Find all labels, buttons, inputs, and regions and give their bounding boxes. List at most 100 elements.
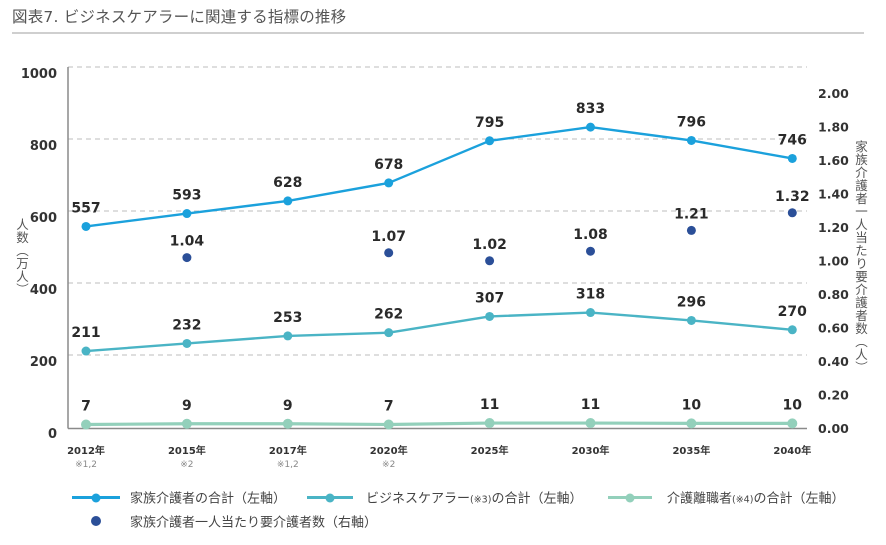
data-point — [485, 311, 495, 321]
data-point — [787, 153, 797, 163]
x-axis-tick-label: 2040年 — [773, 444, 811, 457]
data-label: 318 — [576, 287, 605, 303]
series-line-2 — [85, 421, 793, 427]
data-point — [384, 178, 394, 188]
legend-dot-icon — [625, 493, 635, 502]
data-point — [181, 418, 192, 429]
data-label: 795 — [475, 115, 504, 131]
data-point — [585, 418, 596, 429]
series-line-1 — [85, 311, 793, 353]
data-label: 7 — [384, 398, 394, 414]
right-axis-tick-label: 1.20 — [818, 220, 849, 235]
title-divider — [12, 32, 864, 34]
data-label: 11 — [581, 397, 600, 413]
left-axis-tick-label: 600 — [30, 211, 57, 226]
left-axis-tick-label: 800 — [30, 139, 57, 154]
data-point — [182, 338, 192, 348]
data-point — [586, 246, 595, 256]
data-point — [686, 135, 696, 145]
x-axis-tick-label: 2035年 — [672, 444, 710, 457]
data-point — [282, 418, 293, 429]
data-point — [686, 418, 697, 429]
data-label: 628 — [273, 175, 302, 191]
legend-label-text: 介護離職者 — [667, 491, 733, 507]
legend-label-note: (※3) — [470, 494, 492, 506]
data-label: 232 — [172, 317, 201, 333]
data-point — [283, 196, 293, 206]
data-label: 211 — [71, 325, 100, 341]
data-label: 307 — [475, 290, 504, 306]
data-label: 1.02 — [472, 237, 507, 253]
data-label: 833 — [576, 101, 605, 117]
legend-label-text: 家族介護者一人当たり要介護者数（右軸） — [130, 515, 378, 531]
legend-label-text: ビジネスケアラー — [366, 491, 471, 507]
right-axis-tick-label: 2.00 — [818, 86, 849, 101]
left-axis-title: 人数（万人） — [14, 218, 29, 296]
data-point — [81, 346, 91, 356]
x-axis-tick-note: ※2 — [180, 460, 193, 470]
data-point — [383, 419, 394, 430]
left-axis-tick-label: 400 — [30, 283, 57, 298]
data-label: 296 — [677, 294, 706, 310]
data-point — [283, 331, 293, 341]
data-label: 1.08 — [573, 227, 608, 243]
x-axis-tick-label: 2015年 — [168, 444, 206, 457]
data-point — [81, 419, 91, 430]
data-label: 678 — [374, 157, 403, 173]
data-label: 1.21 — [674, 206, 709, 222]
legend-label: ビジネスケアラー(※3)の合計（左軸） — [366, 488, 582, 507]
data-label: 746 — [778, 132, 807, 148]
data-point — [686, 225, 696, 235]
right-axis-title: 家族介護者一人当たり要介護者数（人） — [853, 140, 868, 374]
data-label: 1.32 — [775, 189, 810, 205]
legend-label: 介護離職者(※4)の合計（左軸） — [667, 488, 844, 507]
legend-label-text: の合計（左軸） — [491, 491, 583, 507]
legend-dot-icon — [91, 516, 101, 526]
data-point — [686, 315, 696, 325]
legend-label: 家族介護者の合計（左軸） — [130, 488, 286, 507]
legend-dot-icon — [91, 493, 101, 502]
right-axis-tick-label: 0.40 — [818, 354, 849, 369]
data-point — [787, 418, 798, 429]
right-axis-tick-label: 1.60 — [818, 153, 849, 168]
x-axis-tick-note: ※1,2 — [75, 460, 97, 470]
data-label: 11 — [480, 397, 499, 413]
right-axis-tick-label: 0.80 — [818, 287, 849, 302]
left-axis-tick-label: 0 — [48, 427, 57, 442]
data-point — [384, 328, 394, 338]
data-label: 557 — [71, 200, 100, 216]
data-label: 9 — [182, 398, 192, 414]
data-label: 10 — [682, 397, 702, 413]
data-point — [586, 122, 595, 132]
left-axis-tick-label: 200 — [30, 355, 57, 370]
data-label: 10 — [783, 397, 803, 413]
data-point — [484, 418, 495, 429]
data-label: 1.04 — [170, 234, 205, 250]
x-axis-tick-label: 2025年 — [471, 444, 509, 457]
data-point — [182, 209, 192, 219]
x-axis-tick-label: 2012年 — [67, 444, 105, 457]
right-axis-tick-label: 1.80 — [818, 120, 849, 135]
legend-line-marker — [608, 493, 652, 502]
x-axis-tick-label: 2030年 — [572, 444, 610, 457]
data-point — [787, 208, 797, 218]
legend-label: 家族介護者一人当たり要介護者数（右軸） — [130, 512, 377, 531]
series-line-0 — [85, 125, 793, 228]
x-axis-tick-label: 2020年 — [370, 444, 408, 457]
left-axis-tick-label: 1000 — [21, 67, 57, 82]
data-label: 1.07 — [371, 229, 406, 245]
data-label: 593 — [172, 188, 201, 204]
data-point — [485, 256, 495, 266]
legend-label-text: の合計（左軸） — [753, 491, 845, 507]
right-axis-tick-label: 1.00 — [818, 254, 849, 269]
data-point — [586, 308, 595, 318]
legend-line-marker — [72, 493, 120, 502]
figure-title: 図表7. ビジネスケアラーに関連する指標の推移 — [12, 8, 347, 26]
data-label: 253 — [273, 310, 302, 326]
legend-line-marker — [307, 493, 353, 502]
legend-dot-icon — [325, 493, 335, 502]
data-label: 9 — [283, 398, 293, 414]
right-axis-tick-label: 0.20 — [818, 388, 849, 403]
